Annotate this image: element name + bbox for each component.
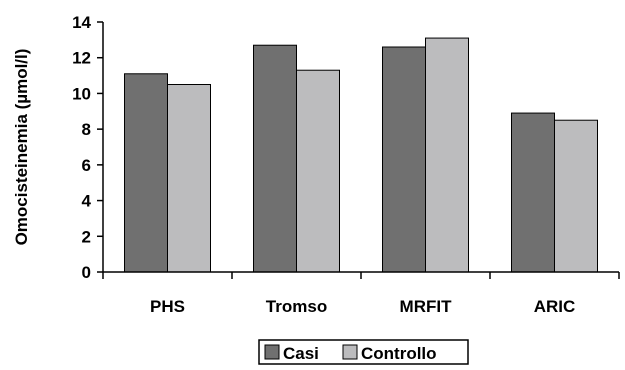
legend-swatch-controllo (342, 344, 358, 360)
y-tick-label: 0 (82, 263, 91, 282)
x-tick-label: PHS (150, 297, 185, 316)
bar-casi-mrfit (382, 46, 426, 273)
y-tick-label: 10 (72, 84, 91, 103)
y-tick-label: 8 (82, 120, 91, 139)
legend-swatch-casi (264, 344, 280, 360)
legend-label-controllo: Controllo (361, 344, 437, 363)
x-tick-label: ARIC (534, 297, 576, 316)
x-tick-label: Tromso (266, 297, 327, 316)
bar-controllo-phs (167, 84, 211, 273)
bar-casi-tromso (253, 44, 297, 273)
y-tick-label: 6 (82, 156, 91, 175)
bar-controllo-aric (554, 119, 598, 273)
y-tick-label: 12 (72, 49, 91, 68)
y-tick-label: 2 (82, 227, 91, 246)
bar-controllo-mrfit (425, 37, 469, 273)
y-tick-label: 14 (72, 13, 91, 32)
legend-label-casi: Casi (283, 344, 319, 363)
y-axis: 0 2 4 6 8 10 12 14 (72, 13, 104, 282)
y-tick-label: 4 (82, 192, 92, 211)
y-axis-label: Omocisteinemia (µmol/l) (12, 49, 31, 246)
bars (124, 37, 598, 273)
legend-box (258, 339, 469, 365)
legend: Casi Controllo (258, 339, 469, 365)
x-tick-label: MRFIT (400, 297, 453, 316)
x-axis: PHS Tromso MRFIT ARIC (102, 271, 620, 316)
bar-casi-phs (124, 73, 168, 273)
bar-casi-aric (511, 112, 555, 273)
bar-controllo-tromso (296, 69, 340, 273)
